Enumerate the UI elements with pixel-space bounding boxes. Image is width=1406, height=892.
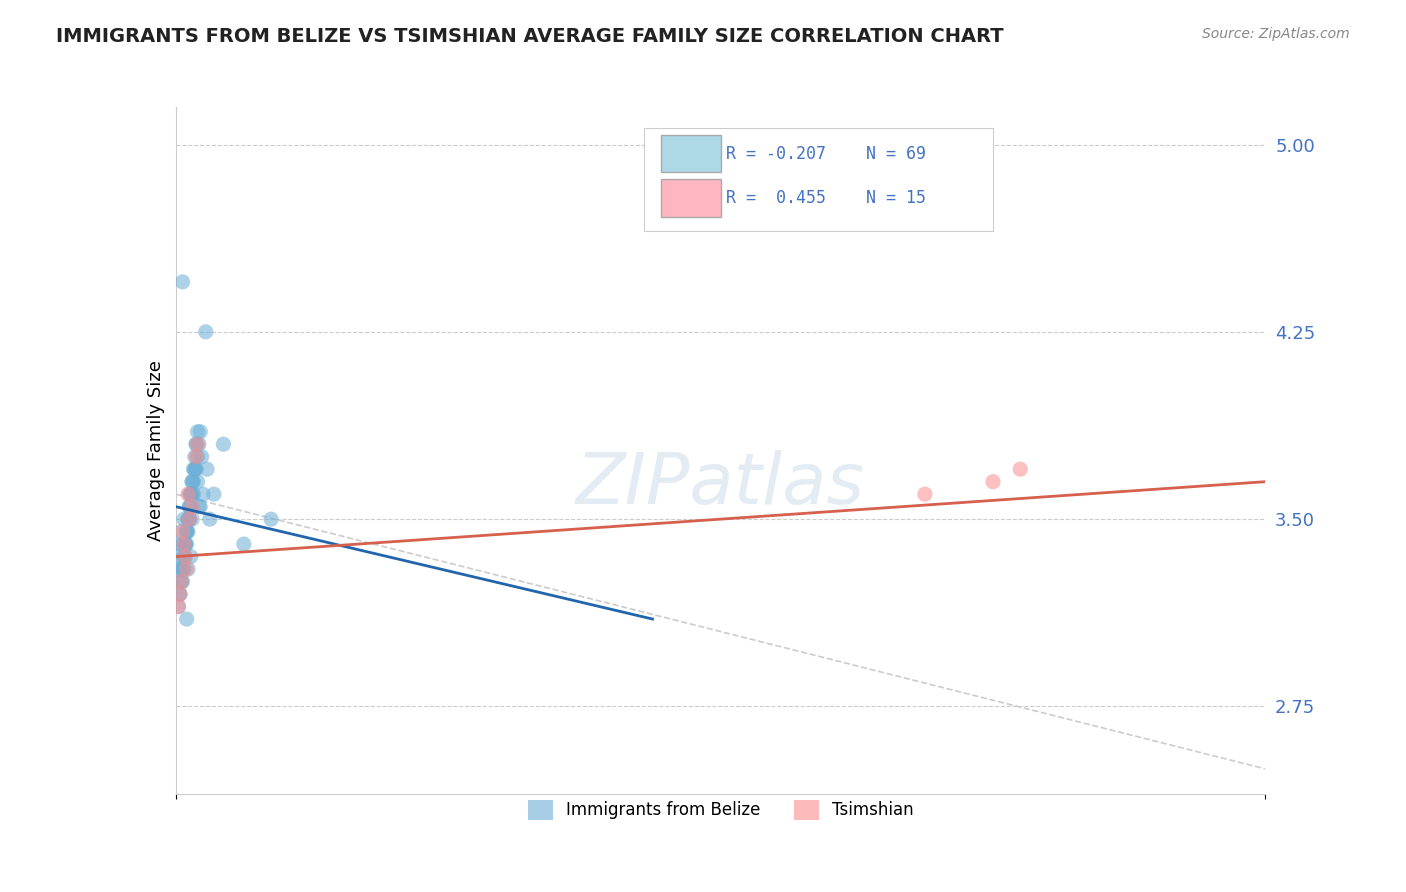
FancyBboxPatch shape [661,135,721,172]
Point [188,425,211,439]
Point [183,462,205,476]
Point [174,537,197,551]
Point [174,537,197,551]
Point [186,437,208,451]
Point [194,325,217,339]
Point [172,524,194,539]
Point [170,574,193,589]
Point [180,487,202,501]
Point [177,524,200,539]
Point [167,599,190,614]
Text: R =  0.455    N = 15: R = 0.455 N = 15 [725,189,927,207]
Point [202,487,225,501]
Point [173,512,195,526]
Point [167,562,190,576]
Point [183,487,205,501]
Point [198,512,221,526]
Text: IMMIGRANTS FROM BELIZE VS TSIMSHIAN AVERAGE FAMILY SIZE CORRELATION CHART: IMMIGRANTS FROM BELIZE VS TSIMSHIAN AVER… [56,27,1004,45]
Point [174,537,197,551]
Point [184,450,207,464]
Point [173,549,195,564]
Point [172,562,194,576]
FancyBboxPatch shape [644,128,993,231]
Point [195,462,218,476]
Point [260,512,283,526]
Point [176,524,198,539]
Point [174,549,197,564]
Point [169,587,191,601]
Point [176,612,198,626]
Point [176,524,198,539]
Text: Source: ZipAtlas.com: Source: ZipAtlas.com [1202,27,1350,41]
Point [166,549,188,564]
Point [1010,462,1032,476]
Text: R = -0.207    N = 69: R = -0.207 N = 69 [725,145,927,162]
Point [181,500,204,514]
Point [179,512,201,526]
Point [172,562,194,576]
Point [981,475,1004,489]
Point [176,524,198,539]
Point [180,500,202,514]
Point [176,537,198,551]
Point [180,549,202,564]
Point [184,462,207,476]
Point [170,524,193,539]
Point [173,562,195,576]
Legend: Immigrants from Belize, Tsimshian: Immigrants from Belize, Tsimshian [520,793,921,827]
Point [187,500,209,514]
Point [179,512,201,526]
Point [180,487,202,501]
Point [174,549,197,564]
Point [176,562,198,576]
Point [172,537,194,551]
Point [173,549,195,564]
Point [232,537,254,551]
FancyBboxPatch shape [661,179,721,217]
Point [177,562,200,576]
Point [177,487,200,501]
Point [169,587,191,601]
Point [179,500,201,514]
Point [184,462,207,476]
Point [186,437,209,451]
Point [172,275,194,289]
Point [169,587,191,601]
Point [177,512,200,526]
Point [187,437,209,451]
Point [183,475,205,489]
Point [173,537,195,551]
Point [179,487,201,501]
Point [186,475,209,489]
Point [186,450,209,464]
Point [212,437,235,451]
Point [170,574,193,589]
Point [177,512,200,526]
Point [186,462,208,476]
Point [181,487,204,501]
Point [186,450,208,464]
Point [179,512,201,526]
Point [181,512,204,526]
Point [190,450,212,464]
Point [186,437,208,451]
Y-axis label: Average Family Size: Average Family Size [146,360,165,541]
Point [181,475,204,489]
Point [186,425,209,439]
Point [170,574,193,589]
Point [179,500,201,514]
Text: ZIPatlas: ZIPatlas [576,450,865,519]
Point [914,487,936,501]
Point [167,599,190,614]
Point [188,500,211,514]
Point [181,475,204,489]
Point [191,487,214,501]
Point [172,574,194,589]
Point [169,537,191,551]
